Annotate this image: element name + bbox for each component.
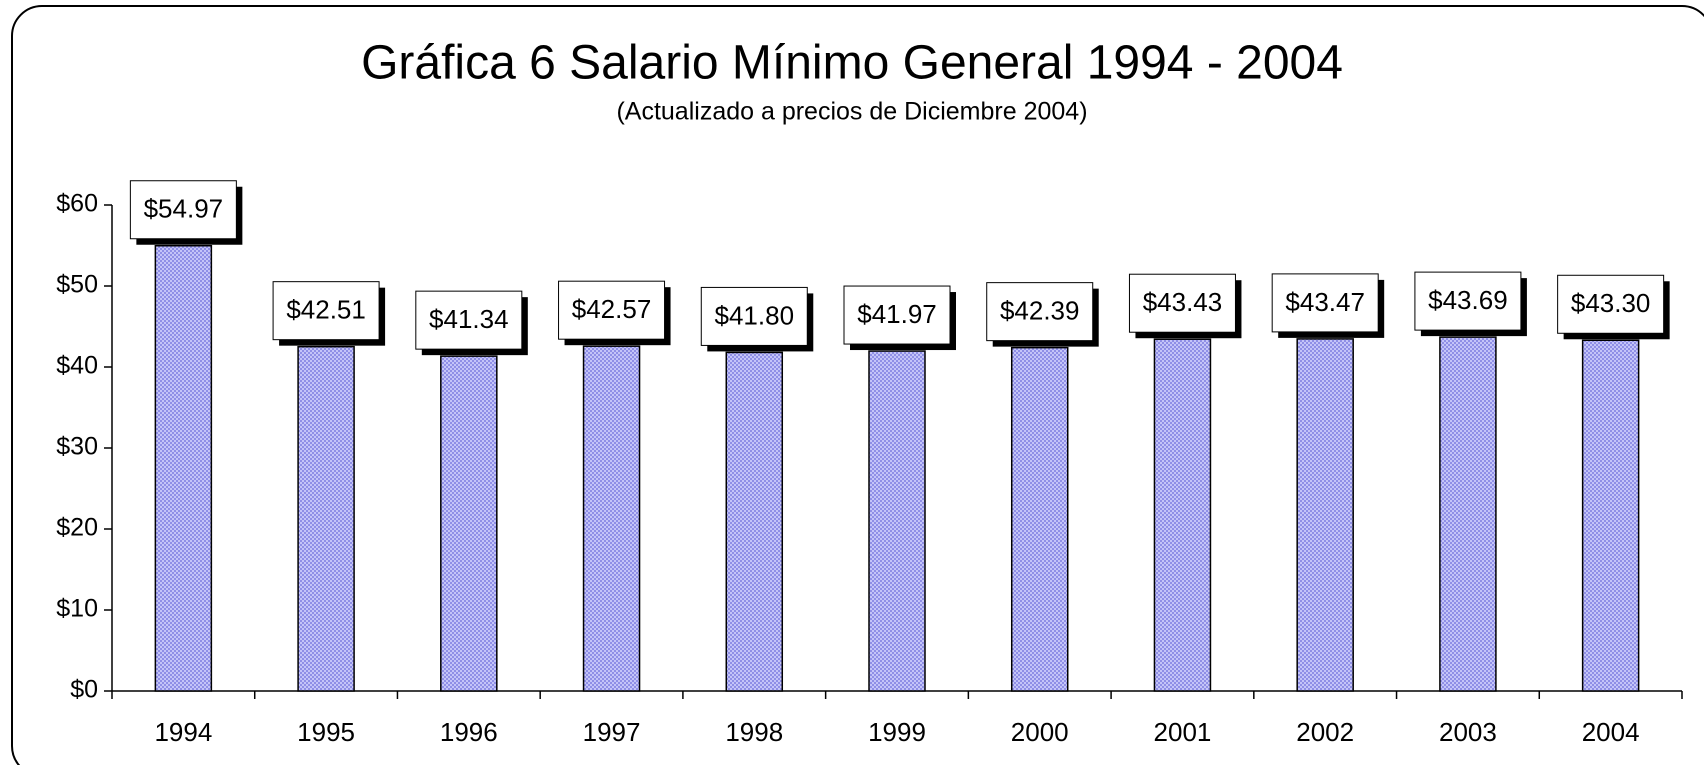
data-label: $43.69 <box>1428 285 1508 315</box>
data-label: $43.43 <box>1143 287 1223 317</box>
y-tick-label: $40 <box>56 352 98 380</box>
data-label: $41.80 <box>715 300 795 330</box>
x-tick-label: 1997 <box>583 717 641 747</box>
data-label: $41.97 <box>857 299 937 329</box>
frame <box>11 5 1704 765</box>
x-tick-label: 2001 <box>1154 717 1212 747</box>
data-label: $42.51 <box>286 295 366 325</box>
y-tick-label: $0 <box>70 676 98 704</box>
chart-title: Gráfica 6 Salario Mínimo General 1994 - … <box>361 37 1343 90</box>
y-tick-label: $30 <box>56 433 98 461</box>
bar <box>1296 338 1354 692</box>
bar <box>868 350 926 692</box>
data-label: $43.47 <box>1285 287 1365 317</box>
bar <box>440 355 498 692</box>
y-tick-label: $10 <box>56 595 98 623</box>
data-label-box <box>558 280 666 340</box>
data-label-box <box>1128 273 1236 333</box>
data-label: $42.57 <box>572 294 652 324</box>
bar <box>1153 338 1212 692</box>
bar <box>1010 346 1069 692</box>
data-label-box <box>415 290 523 350</box>
data-label-box <box>700 286 808 346</box>
data-label-box <box>1557 274 1665 334</box>
data-label: $43.30 <box>1571 288 1651 318</box>
y-tick-label: $20 <box>56 514 98 542</box>
x-tick-label: 2002 <box>1296 717 1354 747</box>
bar <box>1439 336 1497 692</box>
bar <box>725 351 784 692</box>
x-tick-label: 1995 <box>297 717 355 747</box>
data-label: $41.34 <box>429 304 509 334</box>
y-tick-label: $50 <box>56 271 98 299</box>
data-label: $54.97 <box>144 194 224 224</box>
y-tick-label: $60 <box>56 190 98 218</box>
x-tick-label: 2003 <box>1439 717 1497 747</box>
bar <box>154 244 213 692</box>
x-tick-label: 2004 <box>1582 717 1640 747</box>
data-label: $42.39 <box>1000 296 1080 326</box>
x-tick-label: 1994 <box>154 717 212 747</box>
x-tick-label: 1999 <box>868 717 926 747</box>
x-tick-label: 1996 <box>440 717 498 747</box>
bar <box>1581 339 1640 692</box>
data-label-box <box>1414 271 1522 331</box>
x-tick-label: 1998 <box>725 717 783 747</box>
data-label-box <box>272 281 380 341</box>
bar <box>297 345 355 692</box>
x-tick-label: 2000 <box>1011 717 1069 747</box>
data-label-box <box>1271 273 1379 333</box>
data-label-box <box>129 180 237 240</box>
chart-subtitle: (Actualizado a precios de Diciembre 2004… <box>616 98 1087 126</box>
bar <box>582 345 641 692</box>
data-label-box <box>843 285 951 345</box>
data-label-box <box>986 282 1094 342</box>
